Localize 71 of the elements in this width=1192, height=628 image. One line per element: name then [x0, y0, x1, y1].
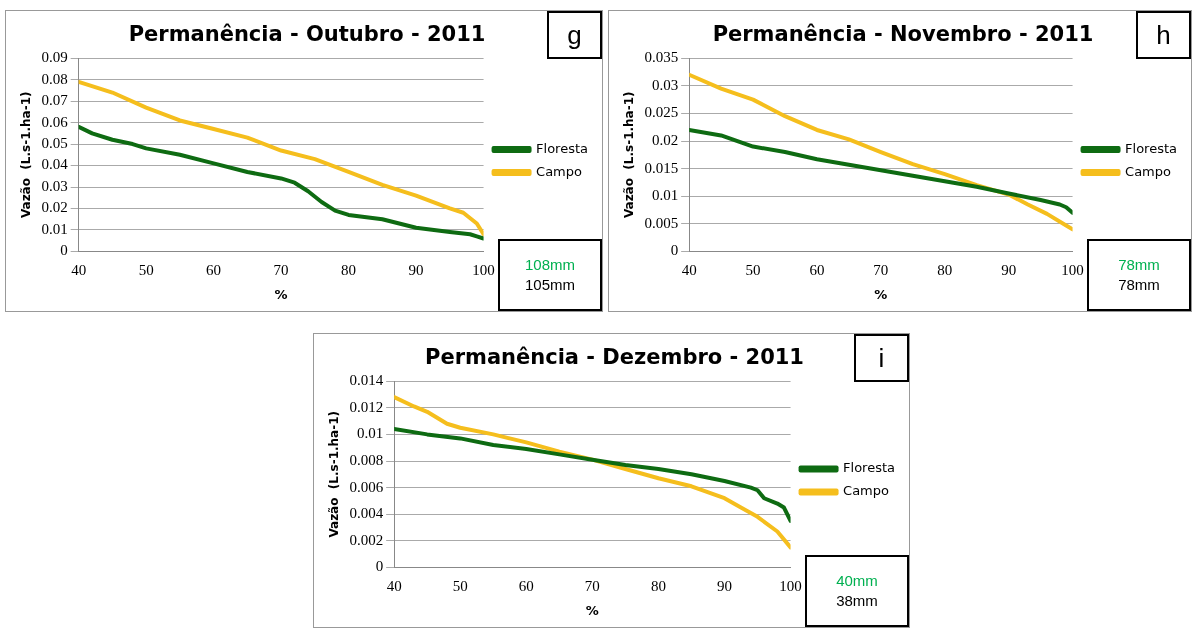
x-tick-label: 90 — [408, 262, 424, 279]
y-axis-title: Vazão (L.s-1.ha-1) — [622, 91, 637, 219]
y-tick-label: 0.005 — [644, 214, 679, 231]
x-tick-label: 60 — [518, 578, 534, 595]
y-tick-label: 0.03 — [41, 177, 68, 194]
x-tick-label: 60 — [809, 262, 825, 279]
y-tick-label: 0.03 — [651, 76, 679, 93]
y-tick-label: 0.07 — [41, 92, 69, 109]
y-tick-label: 0.02 — [651, 131, 679, 148]
x-tick-label: 70 — [873, 262, 889, 279]
chart-title: Permanência - Outubro - 2011 — [128, 22, 486, 47]
x-tick-label: 80 — [650, 578, 666, 595]
y-tick-label: 0.006 — [349, 478, 384, 495]
text: 40mm — [836, 571, 878, 591]
y-tick-label: 0.01 — [356, 425, 384, 442]
chart-title: Permanência - Dezembro - 2011 — [425, 345, 804, 370]
y-tick-label: 0.05 — [41, 135, 68, 151]
y-tick-label: 0 — [670, 242, 679, 259]
legend-label: Floresta — [1125, 140, 1177, 156]
y-tick-label: 0 — [375, 558, 384, 575]
y-tick-label: 0.06 — [41, 113, 69, 130]
text: 38mm — [836, 591, 878, 611]
text: 108mm — [524, 255, 576, 275]
y-tick-label: 0 — [60, 242, 68, 259]
y-tick-label: 0.09 — [41, 49, 68, 66]
y-tick-label: 0.008 — [349, 451, 384, 468]
x-tick-label: 50 — [745, 262, 761, 279]
x-tick-label: 50 — [138, 262, 154, 279]
legend-label: Floresta — [843, 460, 895, 476]
y-axis-title: Vazão (L.s-1.ha-1) — [19, 91, 34, 219]
x-tick-label: 70 — [584, 578, 600, 595]
y-tick-label: 0.02 — [41, 199, 68, 216]
x-tick-label: 40 — [71, 262, 87, 279]
y-tick-label: 0.01 — [41, 220, 68, 237]
x-axis-title: % — [585, 602, 599, 618]
text: i — [854, 334, 909, 382]
y-tick-label: 0.004 — [349, 505, 384, 522]
x-tick-label: 70 — [273, 262, 289, 279]
x-tick-label: 90 — [716, 578, 732, 595]
text: 78mm — [1118, 255, 1160, 275]
y-axis-title: Vazão (L.s-1.ha-1) — [327, 411, 342, 538]
y-tick-label: 0.01 — [651, 187, 679, 204]
x-tick-label: 80 — [937, 262, 953, 279]
x-tick-label: 100 — [472, 262, 495, 279]
x-axis-title: % — [874, 286, 888, 302]
x-tick-label: 80 — [341, 262, 357, 279]
chart-title: Permanência - Novembro - 2011 — [712, 22, 1094, 47]
y-tick-label: 0.04 — [41, 156, 69, 173]
x-tick-label: 60 — [206, 262, 222, 279]
x-tick-label: 40 — [681, 262, 697, 279]
y-tick-label: 0.025 — [644, 104, 679, 121]
y-tick-label: 0.014 — [349, 372, 384, 389]
legend-label: Campo — [1125, 163, 1172, 179]
text: g — [547, 11, 602, 59]
x-tick-label: 90 — [1001, 262, 1017, 279]
x-tick-label: 100 — [1061, 262, 1084, 279]
x-axis-title: % — [274, 286, 288, 302]
legend-label: Floresta — [536, 140, 588, 156]
text: h — [1136, 11, 1191, 59]
y-tick-label: 0.002 — [349, 531, 384, 548]
x-tick-label: 100 — [779, 578, 802, 595]
text: 105mm — [524, 275, 576, 295]
y-tick-label: 0.015 — [644, 159, 679, 176]
text: 78mm — [1118, 275, 1160, 295]
y-tick-label: 0.012 — [349, 398, 384, 415]
y-tick-label: 0.08 — [41, 70, 68, 87]
legend-label: Campo — [843, 483, 890, 499]
x-tick-label: 50 — [452, 578, 468, 595]
y-tick-label: 0.035 — [644, 49, 679, 66]
legend-label: Campo — [536, 163, 583, 179]
x-tick-label: 40 — [386, 578, 402, 595]
